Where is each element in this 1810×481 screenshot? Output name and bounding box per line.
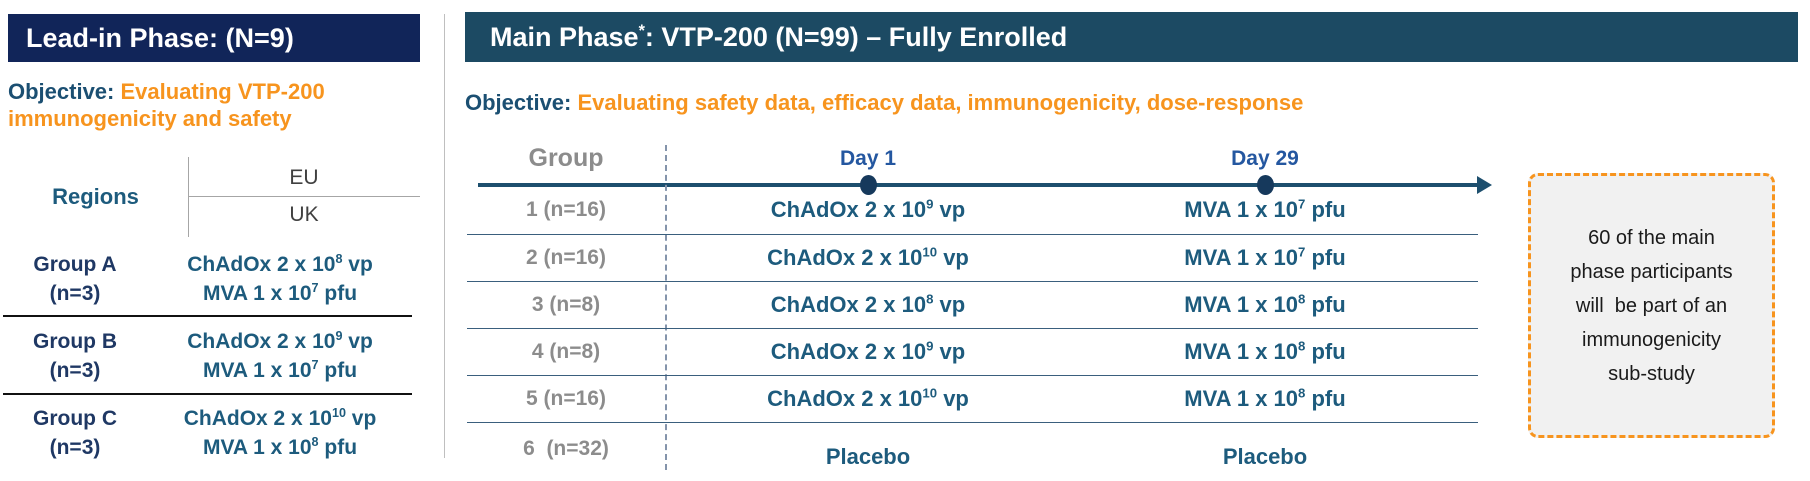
group-column-header: Group (528, 144, 604, 172)
regions-vertical-divider (188, 157, 189, 237)
main-objective-text: Evaluating safety data, efficacy data, i… (577, 90, 1304, 115)
main-row-separator (467, 328, 1478, 329)
main-row-day29-dose: MVA 1 x 108 pfu (1184, 338, 1346, 364)
main-row-separator (467, 375, 1478, 376)
timeline-arrowhead-icon (1477, 176, 1492, 194)
day29-timeline-dot (1257, 175, 1274, 195)
main-phase-header-rest: : VTP-200 (N=99) – Fully Enrolled (644, 22, 1068, 52)
main-row-day1-dose: ChAdOx 2 x 1010 vp (767, 385, 969, 411)
leadin-group-row: Group B (n=3) ChAdOx 2 x 109 vp MVA 1 x 107… (0, 327, 410, 385)
region-uk: UK (289, 203, 319, 226)
main-phase-header-prefix: Main Phase (490, 22, 639, 52)
main-row-day29-dose: MVA 1 x 108 pfu (1184, 291, 1346, 317)
leadin-group-doses: ChAdOx 2 x 109 vp MVA 1 x 107 pfu (187, 329, 373, 382)
main-row-group-label: 3 (n=8) (531, 293, 601, 316)
region-eu: EU (289, 166, 319, 189)
main-objective-label: Objective: (465, 90, 572, 115)
leadin-objective: Objective: Evaluating VTP-200 immunogeni… (8, 78, 380, 132)
leadin-group-label: Group B (n=3) (33, 330, 117, 382)
main-row-group-label: 6 (n=32) (523, 437, 609, 460)
leadin-group-label: Group A (n=3) (33, 253, 117, 305)
day1-timeline-dot (860, 175, 877, 195)
main-phase-header-asterisk: * (638, 22, 645, 40)
leadin-phase-header: Lead-in Phase: (N=9) (8, 14, 420, 62)
main-objective: Objective: Evaluating safety data, effic… (465, 90, 1765, 116)
leadin-row-separator (3, 315, 412, 317)
day1-column-header: Day 1 (839, 147, 897, 170)
main-row-day29-dose: MVA 1 x 107 pfu (1184, 196, 1346, 222)
main-row-day1-dose: ChAdOx 2 x 108 vp (770, 291, 966, 317)
day29-column-header: Day 29 (1231, 147, 1299, 170)
leadin-group-doses: ChAdOx 2 x 108 vp MVA 1 x 107 pfu (187, 252, 373, 305)
main-row-separator (467, 234, 1478, 235)
leadin-group-doses: ChAdOx 2 x 1010 vp MVA 1 x 108 pfu (183, 406, 377, 459)
main-row-day1-dose: ChAdOx 2 x 109 vp (770, 338, 966, 364)
main-row-group-label: 4 (n=8) (531, 340, 601, 363)
leadin-group-label: Group C (n=3) (33, 407, 117, 459)
panel-divider (444, 14, 445, 458)
main-row-group-label: 1 (n=16) (526, 198, 606, 221)
main-row-separator (467, 422, 1478, 423)
main-row-separator (467, 281, 1478, 282)
leadin-group-row: Group A (n=3) ChAdOx 2 x 108 vp MVA 1 x 107… (0, 250, 410, 308)
leadin-objective-text: Evaluating VTP-200 immunogenicity and sa… (8, 79, 325, 131)
main-row-group-label: 2 (n=16) (526, 246, 606, 269)
main-row-day1-dose: Placebo (825, 444, 911, 469)
main-row-day1-dose: ChAdOx 2 x 109 vp (770, 196, 966, 222)
immunogenicity-substudy-note: 60 of the main phase participants will b… (1528, 173, 1775, 438)
regions-label: Regions (52, 184, 139, 209)
main-row-day29-dose: MVA 1 x 108 pfu (1184, 385, 1346, 411)
main-row-day29-dose: Placebo (1222, 444, 1308, 469)
group-column-dashed-divider (665, 145, 667, 470)
regions-horizontal-divider (188, 196, 420, 197)
main-phase-header: Main Phase*: VTP-200 (N=99) – Fully Enro… (465, 12, 1798, 62)
main-row-group-label: 5 (n=16) (526, 387, 606, 410)
leadin-objective-label: Objective: (8, 79, 115, 104)
main-row-day1-dose: ChAdOx 2 x 1010 vp (767, 244, 969, 270)
leadin-group-row: Group C (n=3) ChAdOx 2 x 1010 vp MVA 1 x 10… (0, 404, 410, 462)
leadin-row-separator (3, 393, 412, 395)
main-row-day29-dose: MVA 1 x 107 pfu (1184, 244, 1346, 270)
timeline-line (478, 183, 1478, 187)
